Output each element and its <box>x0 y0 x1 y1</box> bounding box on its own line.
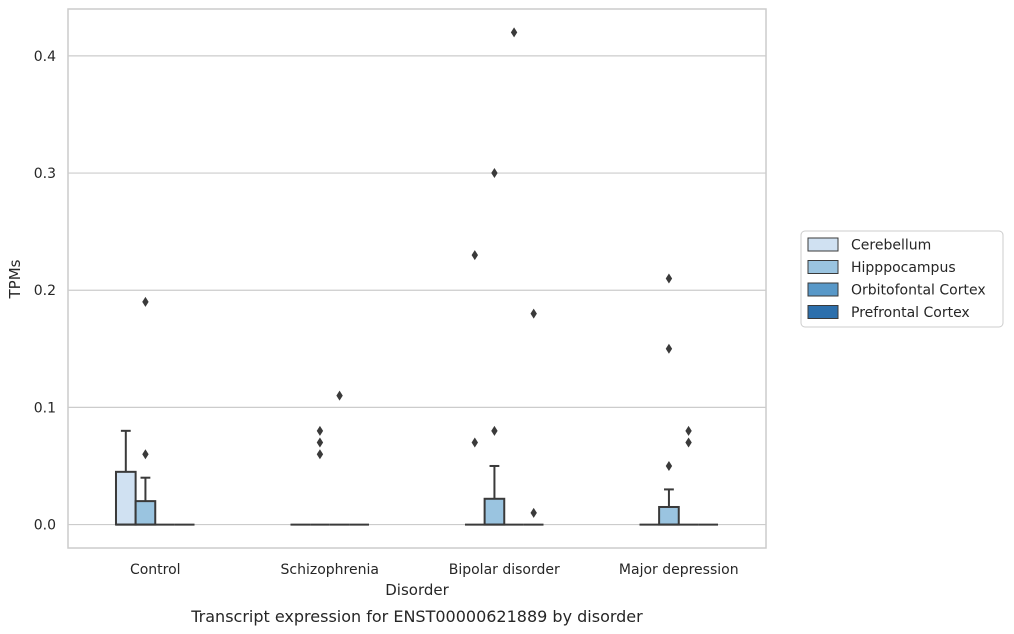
y-tick-label: 0.3 <box>34 166 56 182</box>
outlier-point <box>491 425 498 436</box>
box-body <box>134 500 157 526</box>
y-tick-label: 0.1 <box>34 400 56 416</box>
outlier-point <box>471 437 479 448</box>
legend-swatch <box>807 305 839 319</box>
x-tick-label: Major depression <box>619 562 739 578</box>
x-tick-label: Schizophrenia <box>281 562 379 578</box>
box-hipppocampus <box>658 488 680 526</box>
x-axis-title: Disorder <box>385 581 449 599</box>
legend-label: Hipppocampus <box>851 260 956 276</box>
legend-frame <box>800 230 1004 328</box>
y-axis-title: TPMs <box>6 259 24 299</box>
box-hipppocampus <box>134 476 157 526</box>
outlier-point <box>530 507 537 518</box>
box-series <box>114 429 719 526</box>
outlier-point <box>471 250 479 261</box>
y-tick-label: 0.2 <box>34 283 56 299</box>
legend-label: Prefrontal Cortex <box>851 305 970 321</box>
legend-swatch <box>807 260 839 274</box>
box-body <box>658 505 680 526</box>
outlier-points <box>142 27 692 518</box>
outlier-point <box>665 460 673 471</box>
outlier-point <box>685 425 692 436</box>
outlier-point <box>665 273 673 284</box>
x-tick-labels: Control Schizophrenia Bipolar disorder Majo… <box>130 562 739 578</box>
outlier-point <box>142 296 149 307</box>
outlier-point <box>685 437 692 448</box>
box-body <box>483 497 506 526</box>
outlier-point <box>510 27 518 38</box>
outlier-point <box>530 308 537 319</box>
outlier-point <box>665 343 673 354</box>
outlier-point <box>491 168 498 179</box>
box-hipppocampus <box>483 464 506 526</box>
outlier-point <box>142 449 149 460</box>
legend-swatch <box>807 237 839 252</box>
x-tick-label: Control <box>130 562 181 578</box>
y-tick-labels: 0.0 0.1 0.2 0.3 0.4 <box>34 49 56 534</box>
box-body <box>114 470 137 526</box>
box-cerebellum <box>114 429 137 526</box>
legend-label: Orbitofontal Cortex <box>851 283 986 299</box>
plot-area <box>67 8 767 549</box>
y-tick-label: 0.0 <box>34 518 56 534</box>
outlier-point <box>316 449 324 460</box>
outlier-point <box>336 390 343 401</box>
legend-label: Cerebellum <box>851 238 931 254</box>
legend: Cerebellum Hipppocampus Orbitofontal Corte… <box>800 230 1004 328</box>
outlier-point <box>316 437 324 448</box>
legend-swatch <box>807 282 839 297</box>
x-tick-label: Bipolar disorder <box>449 562 560 578</box>
y-tick-label: 0.4 <box>34 49 56 65</box>
outlier-point <box>316 425 324 436</box>
chart-caption: Transcript expression for ENST0000062188… <box>190 607 643 626</box>
